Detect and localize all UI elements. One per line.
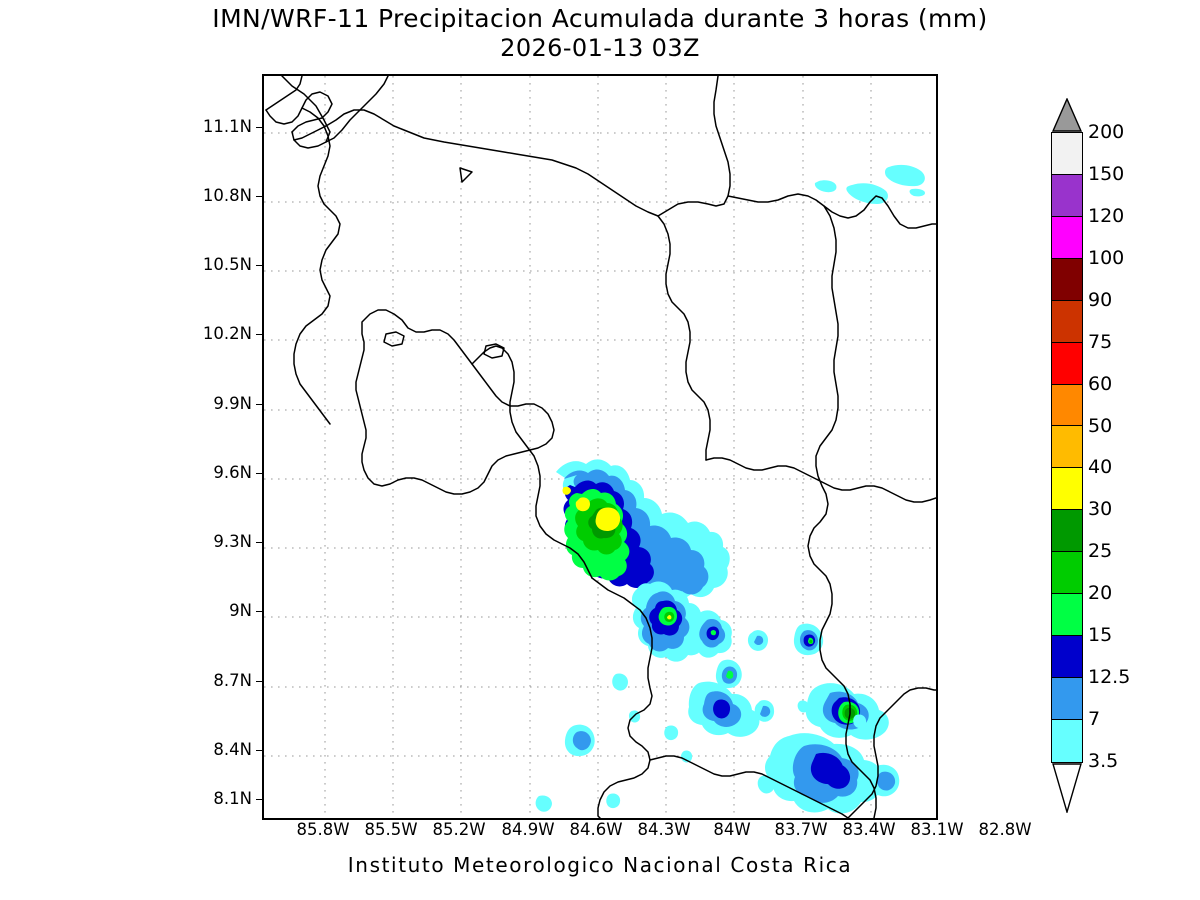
y-tick-label: 10.8N [202, 186, 252, 205]
precip-cell-cordillera-nw [556, 459, 730, 599]
colorbar-tick-label: 60 [1088, 372, 1113, 395]
x-tick-label: 82.8W [978, 820, 1032, 839]
colorbar-swatch[interactable] [1052, 719, 1082, 762]
footer-attribution: Instituto Meteorologico Nacional Costa R… [347, 853, 853, 877]
precip-cell-caribbean-offshore [814, 164, 925, 204]
x-tick-label: 84.3W [637, 820, 691, 839]
y-axis-labels: 11.1N 10.8N 10.5N 10.2N 9.9N 9.6N 9.3N 9… [190, 0, 252, 900]
map-coastlines-and-borders [265, 76, 936, 818]
colorbar[interactable] [1051, 98, 1085, 813]
y-tick-label: 8.1N [213, 789, 252, 808]
x-tick-label: 85.5W [364, 820, 418, 839]
x-tick-label: 84.6W [569, 820, 623, 839]
colorbar-tick-label: 30 [1088, 498, 1113, 521]
y-tick-label: 9N [229, 601, 252, 620]
x-tick-label: 83.1W [910, 820, 964, 839]
map-plot-area[interactable] [262, 74, 938, 820]
colorbar-swatch[interactable] [1052, 300, 1082, 343]
colorbar-swatch[interactable] [1052, 552, 1082, 595]
colorbar-labels: 200 150 120 100 90 75 60 50 40 30 25 20 15 12.5 7 3.5 [1088, 0, 1198, 900]
colorbar-swatch[interactable] [1052, 510, 1082, 553]
chart-title-block: IMN/WRF-11 Precipitacion Acumulada duran… [0, 4, 1200, 62]
precip-cell-talamanca [757, 683, 900, 814]
y-tick-label: 9.3N [213, 532, 252, 551]
y-tick-label: 8.7N [213, 671, 252, 690]
colorbar-tick-label: 75 [1088, 330, 1113, 353]
colorbar-under-arrow [1052, 763, 1082, 813]
precipitation-field [535, 164, 925, 814]
chart-subtitle: 2026-01-13 03Z [500, 34, 700, 62]
colorbar-swatch[interactable] [1052, 636, 1082, 678]
colorbar-swatch[interactable] [1052, 174, 1082, 217]
colorbar-swatch[interactable] [1052, 216, 1082, 259]
y-tick-label: 10.5N [202, 255, 252, 274]
page-title: IMN/WRF-11 Precipitacion Acumulada duran… [212, 4, 988, 33]
x-tick-label: 83.7W [774, 820, 828, 839]
precip-cell-east-central [689, 610, 824, 689]
colorbar-tick-label: 3.5 [1088, 750, 1119, 772]
y-tick-label: 9.6N [213, 463, 252, 482]
colorbar-tick-label: 150 [1088, 162, 1125, 185]
precip-cell-pacific-scatter [535, 673, 775, 812]
colorbar-swatches[interactable] [1051, 132, 1083, 763]
colorbar-swatch[interactable] [1052, 258, 1082, 301]
colorbar-tick-label: 12.5 [1088, 666, 1131, 689]
y-tick-label: 11.1N [202, 117, 252, 136]
colorbar-swatch[interactable] [1052, 342, 1082, 385]
colorbar-swatch[interactable] [1052, 468, 1082, 511]
x-tick-label: 85.2W [432, 820, 486, 839]
colorbar-tick-label: 25 [1088, 540, 1113, 563]
y-tick-label: 10.2N [202, 324, 252, 343]
colorbar-swatch[interactable] [1052, 426, 1082, 469]
precip-cell-cordillera-central [631, 581, 708, 662]
colorbar-tick-label: 100 [1088, 246, 1125, 269]
x-tick-label: 84W [713, 820, 751, 839]
colorbar-swatch[interactable] [1052, 384, 1082, 427]
colorbar-tick-label: 120 [1088, 204, 1125, 227]
colorbar-tick-label: 20 [1088, 582, 1113, 605]
colorbar-tick-label: 15 [1088, 624, 1113, 647]
colorbar-tick-label: 200 [1088, 121, 1125, 143]
colorbar-over-arrow [1051, 98, 1083, 132]
map-canvas [264, 76, 936, 818]
y-tick-label: 9.9N [213, 394, 252, 413]
colorbar-tick-label: 7 [1088, 708, 1101, 731]
colorbar-tick-label: 40 [1088, 456, 1113, 479]
x-tick-label: 84.9W [501, 820, 555, 839]
x-tick-label: 85.8W [296, 820, 350, 839]
colorbar-swatch[interactable] [1052, 133, 1082, 175]
colorbar-swatch[interactable] [1052, 677, 1082, 720]
y-tick-label: 8.4N [213, 740, 252, 759]
colorbar-swatch[interactable] [1052, 594, 1082, 637]
x-tick-label: 83.4W [842, 820, 896, 839]
colorbar-tick-label: 90 [1088, 288, 1113, 311]
colorbar-tick-label: 50 [1088, 414, 1113, 437]
